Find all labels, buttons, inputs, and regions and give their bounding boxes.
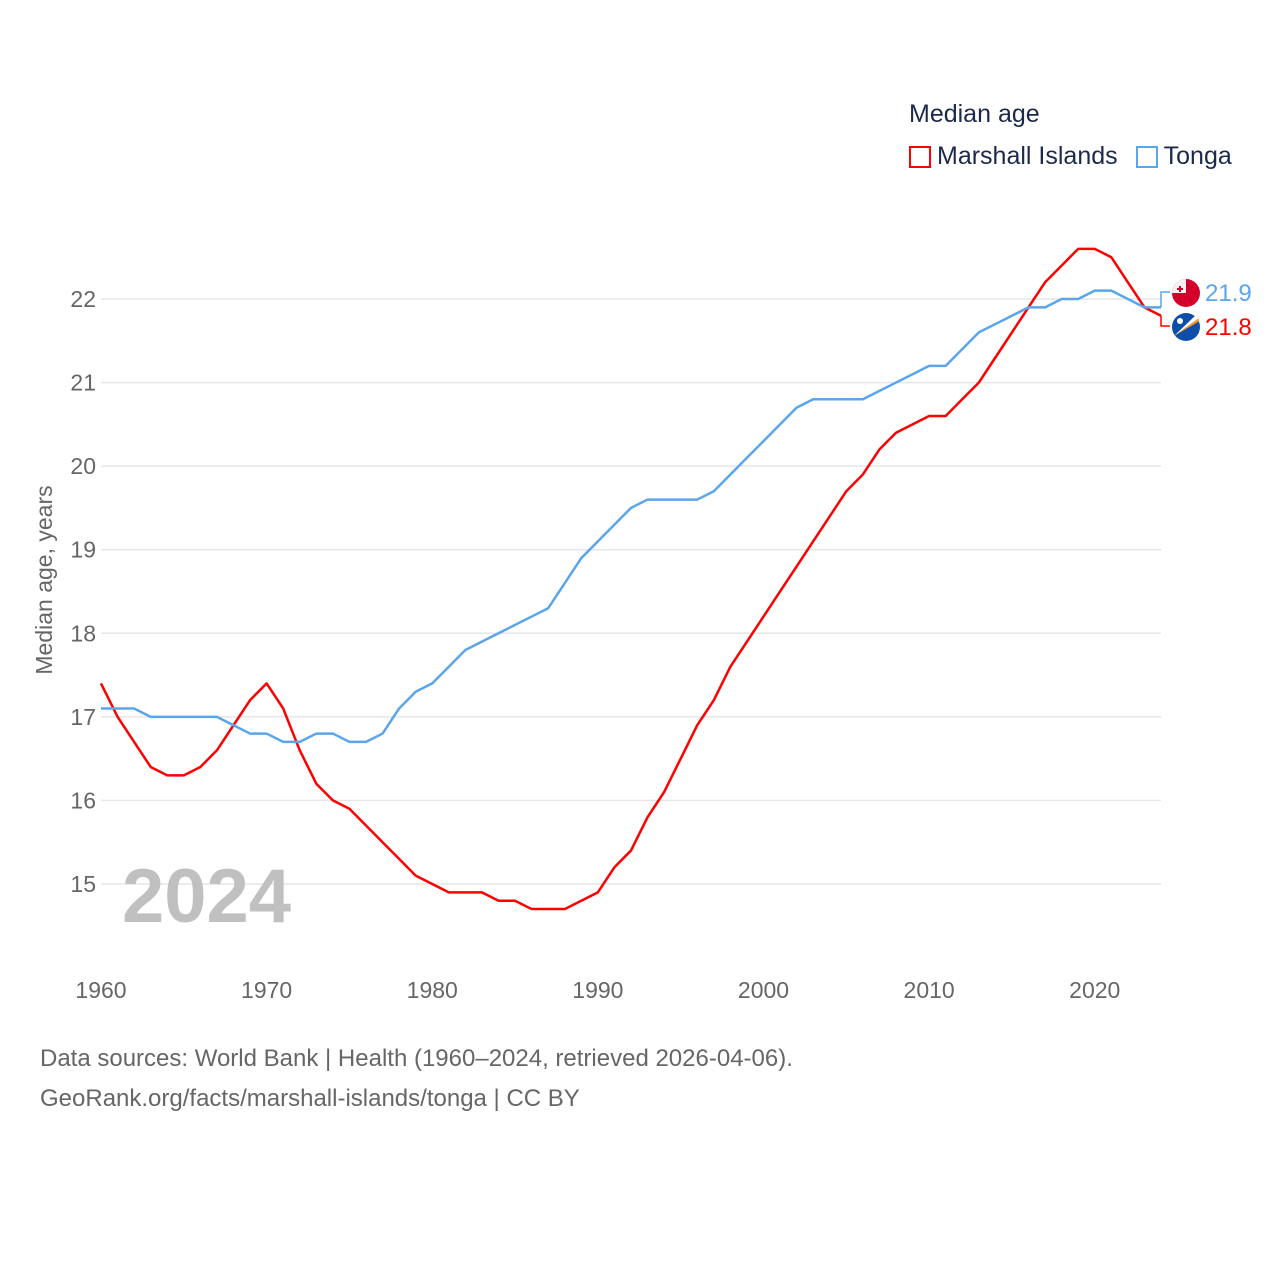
y-axis-label: Median age, years <box>31 485 57 674</box>
end-value-label: 21.9 <box>1205 280 1252 307</box>
data-source-text: Data sources: World Bank | Health (1960–… <box>40 1045 793 1072</box>
series-line-tonga <box>101 289 1161 744</box>
y-tick-label: 18 <box>70 620 96 646</box>
x-tick-label: 2020 <box>1069 977 1120 1003</box>
y-tick-label: 22 <box>70 286 96 312</box>
end-label-connector <box>1160 315 1170 327</box>
x-tick-label: 1970 <box>241 977 292 1003</box>
legend-label: Marshall Islands <box>937 142 1118 170</box>
x-tick-label: 2000 <box>738 977 789 1003</box>
legend: Marshall Islands Tonga <box>909 142 1232 171</box>
x-tick-label: 2010 <box>904 977 955 1003</box>
marshall-flag-white-ray <box>1174 314 1199 336</box>
x-tick-label: 1960 <box>75 977 126 1003</box>
legend-item-tonga[interactable]: Tonga <box>1135 142 1232 171</box>
end-value-label: 21.8 <box>1205 314 1252 341</box>
legend-item-marshall-islands[interactable]: Marshall Islands <box>909 142 1118 171</box>
attribution-link[interactable]: GeoRank.org/facts/marshall-islands/tonga… <box>40 1085 580 1112</box>
y-tick-label: 17 <box>70 704 96 730</box>
end-label-connector <box>1160 291 1170 308</box>
marshall-flag-star <box>1177 318 1183 324</box>
series-line-marshall-islands <box>99 247 1162 911</box>
tonga-flag-cross <box>1177 286 1183 292</box>
legend-title: Median age <box>909 100 1040 128</box>
year-watermark: 2024 <box>122 854 291 939</box>
legend-swatch <box>1135 145 1158 168</box>
legend-label: Tonga <box>1163 142 1232 170</box>
y-tick-label: 16 <box>70 787 96 813</box>
y-tick-label: 15 <box>70 871 96 897</box>
y-tick-label: 19 <box>70 537 96 563</box>
y-tick-label: 21 <box>70 370 96 396</box>
x-tick-label: 1980 <box>407 977 458 1003</box>
legend-swatch <box>909 145 931 168</box>
y-tick-label: 20 <box>70 453 96 479</box>
x-tick-label: 1990 <box>572 977 623 1003</box>
